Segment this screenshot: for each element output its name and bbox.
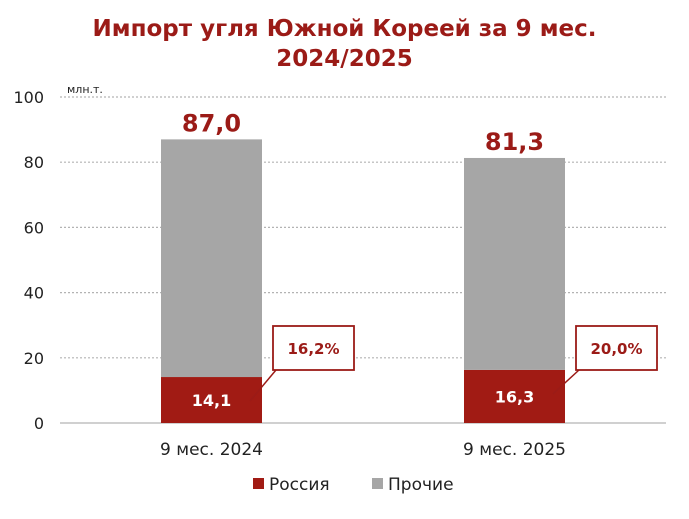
bar-segment-russia xyxy=(464,369,565,423)
y-tick-label: 0 xyxy=(34,414,44,433)
bar-value-label: 14,1 xyxy=(192,391,231,410)
y-tick-label: 80 xyxy=(24,153,44,172)
unit-label: млн.т. xyxy=(67,83,103,96)
bar-value-label: 16,3 xyxy=(495,387,534,406)
x-category-label: 9 мес. 2025 xyxy=(463,440,566,460)
legend-swatch xyxy=(253,478,264,489)
share-callout-label: 20,0% xyxy=(590,340,642,358)
chart-title-line1: Импорт угля Южной Кореей за 9 мес. xyxy=(92,16,597,42)
chart-title-line2: 2024/2025 xyxy=(276,46,413,72)
bar-total-label: 87,0 xyxy=(182,109,241,137)
y-tick-label: 60 xyxy=(24,218,44,237)
y-tick-label: 100 xyxy=(13,88,44,107)
bar-total-label: 81,3 xyxy=(485,128,544,156)
callout-leader xyxy=(552,369,580,395)
bar-segment-other xyxy=(161,139,262,378)
y-tick-label: 20 xyxy=(24,349,44,368)
legend-label: Прочие xyxy=(388,475,454,495)
bar-segment-other xyxy=(464,157,565,370)
share-callout-box xyxy=(575,325,658,371)
y-tick-label: 40 xyxy=(24,284,44,303)
legend-swatch xyxy=(372,478,383,489)
callout-leader xyxy=(249,369,277,402)
x-category-label: 9 мес. 2024 xyxy=(160,440,263,460)
bar-segment-russia xyxy=(161,377,262,423)
legend-label: Россия xyxy=(269,475,330,495)
chart-title: Импорт угля Южной Кореей за 9 мес. 2024/… xyxy=(0,14,689,74)
share-callout-box xyxy=(272,325,355,371)
share-callout-label: 16,2% xyxy=(287,340,339,358)
